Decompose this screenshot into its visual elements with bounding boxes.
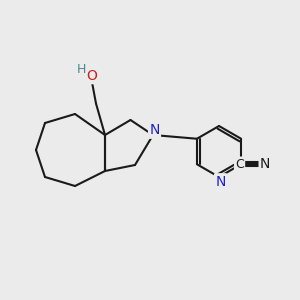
Text: O: O <box>86 69 97 83</box>
Text: N: N <box>215 175 226 188</box>
Text: C: C <box>235 158 244 171</box>
Text: H: H <box>76 62 86 76</box>
Text: N: N <box>260 157 270 171</box>
Text: N: N <box>149 124 160 137</box>
